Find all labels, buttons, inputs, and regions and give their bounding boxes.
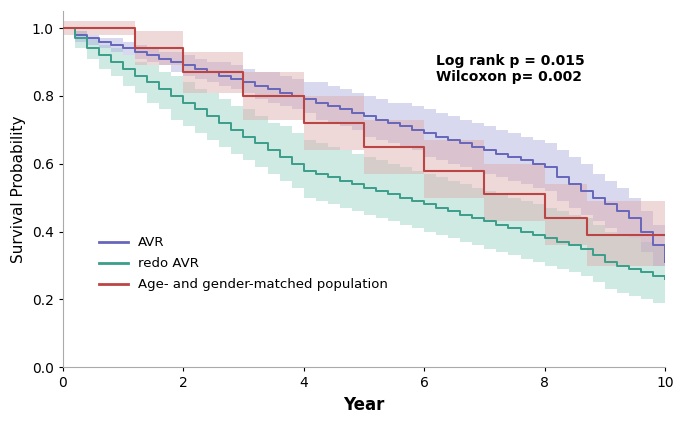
Y-axis label: Survival Probability: Survival Probability — [11, 116, 26, 263]
Text: Log rank p = 0.015
Wilcoxon p= 0.002: Log rank p = 0.015 Wilcoxon p= 0.002 — [436, 54, 585, 84]
X-axis label: Year: Year — [343, 396, 384, 414]
Legend: AVR, redo AVR, Age- and gender-matched population: AVR, redo AVR, Age- and gender-matched p… — [93, 231, 393, 297]
